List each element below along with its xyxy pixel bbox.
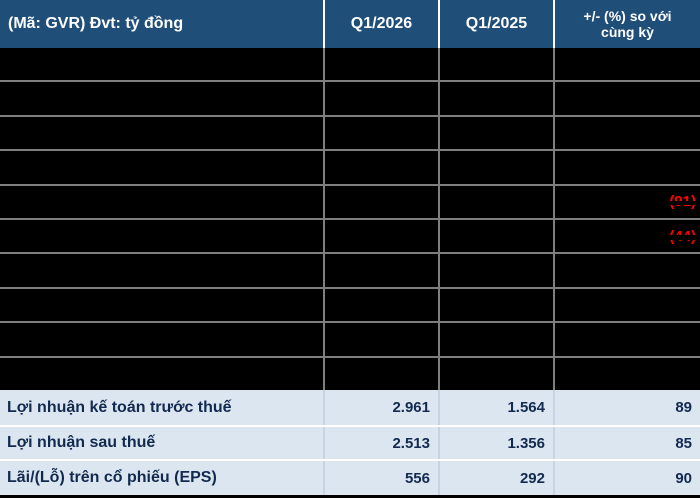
table-row-redacted: [0, 48, 700, 83]
cell-label: Lợi nhuận sau thuế: [7, 434, 156, 451]
header-q1-2026: Q1/2026: [323, 0, 438, 48]
cell-change-negative: (44): [553, 220, 700, 253]
table-row: Lợi nhuận kế toán trước thuế 2.961 1.564…: [0, 390, 700, 427]
header-metric: (Mã: GVR) Đvt: tỷ đồng: [8, 14, 184, 32]
cell-change: 90: [553, 461, 700, 495]
cell-change-negative: (91): [553, 185, 700, 219]
table-row-redacted: [0, 151, 700, 186]
table-row-redacted: [0, 254, 700, 289]
table-row: Lãi/(Lỗ) trên cổ phiếu (EPS) 556 292 90: [0, 461, 700, 495]
cell-q1-2025: 292: [438, 461, 553, 495]
redacted-row-edge: [0, 495, 700, 498]
table-row-redacted: [0, 323, 700, 358]
table-row-redacted: (91): [0, 185, 700, 221]
table-row-redacted: [0, 288, 700, 324]
cell-q1-2026: 556: [323, 461, 438, 495]
cell-label: Lợi nhuận kế toán trước thuế: [7, 398, 232, 416]
cell-q1-2025: 1.356: [438, 427, 553, 459]
header-change: +/- (%) so với cùng kỳ: [553, 0, 700, 48]
table-row: Lợi nhuận sau thuế 2.513 1.356 85: [0, 427, 700, 461]
table-header-row: (Mã: GVR) Đvt: tỷ đồng Q1/2026 Q1/2025 +…: [0, 0, 700, 48]
cell-change: 89: [553, 390, 700, 425]
table-row-redacted: [0, 116, 700, 152]
header-q1-2025: Q1/2025: [438, 0, 553, 48]
cell-q1-2026: 2.961: [323, 390, 438, 425]
table-row-redacted: [0, 357, 700, 391]
table-row-redacted: (44): [0, 220, 700, 255]
redacted-rows-section: (91) (44): [0, 48, 700, 391]
cell-q1-2026: 2.513: [323, 427, 438, 459]
cell-change: 85: [553, 427, 700, 459]
table-row-redacted: [0, 82, 700, 117]
cell-q1-2025: 1.564: [438, 390, 553, 425]
cell-label: Lãi/(Lỗ) trên cổ phiếu (EPS): [7, 469, 217, 486]
